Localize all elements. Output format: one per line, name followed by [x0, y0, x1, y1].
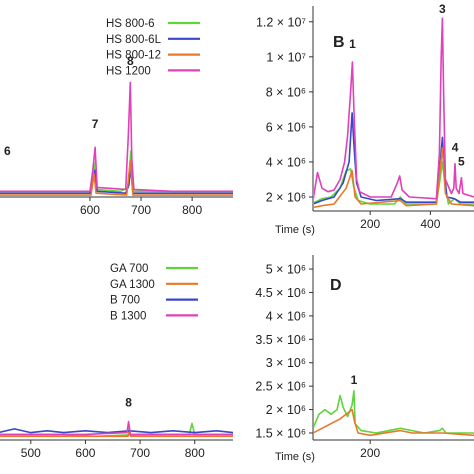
legend-entry-label: HS 1200 — [106, 65, 151, 77]
series-line-hs-800-12 — [0, 159, 233, 196]
series-line-hs-1200 — [314, 17, 474, 200]
legend: GA 700 GA 1300 B 700 B 1300 — [110, 263, 198, 322]
x-tick-label: 700 — [130, 446, 150, 460]
x-tick-label: 800 — [185, 446, 205, 460]
peak-label: 1 — [349, 37, 356, 51]
y-tick-label: 4.5 × 10⁶ — [255, 286, 306, 300]
series-line-hs-800-6 — [0, 150, 233, 193]
y-tick-label: 2 × 10⁶ — [266, 190, 306, 204]
panel-b: 200 400 2 × 10⁶ 4 × 10⁶ 6 × 10⁶ 8 × 10⁶ 1 × 10… — [256, 2, 474, 236]
peak-label: 4 — [452, 140, 459, 154]
peak-label: 6 — [4, 144, 11, 158]
legend-entry-label: HS 800-6 — [106, 18, 155, 30]
legend-entry-label: GA 700 — [110, 263, 148, 275]
y-tick-label: 1.2 × 10⁷ — [256, 15, 307, 29]
x-tick-label: 700 — [131, 203, 151, 217]
series-line-hs-1200 — [0, 81, 233, 193]
peak-label: 1 — [351, 373, 358, 387]
y-tick-label: 3.5 × 10⁶ — [255, 333, 306, 347]
series-line-ga-1300 — [314, 408, 474, 437]
peak-label: 8 — [125, 396, 132, 410]
series-line-b-1300 — [0, 420, 233, 436]
legend-entry-label: GA 1300 — [110, 279, 155, 291]
x-tick-label: 600 — [75, 446, 95, 460]
panel-label: D — [330, 277, 342, 294]
legend-entry-label: B 700 — [110, 295, 140, 307]
series-line-ga-1300 — [0, 428, 233, 438]
y-tick-label: 1 × 10⁷ — [266, 50, 306, 64]
series-line-b-700 — [0, 428, 233, 434]
y-tick-label: 2.5 × 10⁶ — [255, 380, 306, 394]
peak-label: 8 — [127, 54, 134, 68]
x-axis-title: Time (s) — [275, 224, 315, 236]
legend-entry-label: HS 800-12 — [106, 50, 161, 62]
x-axis-title: Time (s) — [275, 451, 315, 463]
peak-label: 5 — [458, 154, 465, 168]
x-tick-label: 500 — [21, 446, 41, 460]
y-tick-label: 1.5 × 10⁶ — [255, 426, 306, 440]
y-tick-label: 4 × 10⁶ — [266, 155, 306, 169]
panel-label: B — [333, 34, 345, 51]
panel-c: 500 600 700 800 8 GA 700 GA 1300 B 700 B 1300 — [0, 263, 233, 460]
legend: HS 800-6 HS 800-6L HS 800-12 HS 1200 — [106, 18, 200, 77]
y-tick-label: 6 × 10⁶ — [266, 120, 306, 134]
series-line-hs-800-12 — [314, 147, 474, 209]
y-tick-label: 5 × 10⁶ — [266, 263, 306, 277]
peak-label: 3 — [439, 2, 446, 16]
x-tick-label: 200 — [360, 217, 380, 231]
series-line-ga-700 — [314, 390, 474, 434]
x-tick-label: 200 — [360, 446, 380, 460]
legend-entry-label: HS 800-6L — [106, 34, 162, 46]
y-tick-label: 2 × 10⁶ — [266, 403, 306, 417]
y-tick-label: 3 × 10⁶ — [266, 356, 306, 370]
peak-label: 7 — [92, 117, 99, 131]
x-tick-label: 400 — [420, 217, 440, 231]
x-tick-label: 800 — [182, 203, 202, 217]
series-line-hs-800-6l — [314, 112, 474, 205]
legend-entry-label: B 1300 — [110, 310, 146, 322]
x-tick-label: 600 — [80, 203, 100, 217]
y-tick-label: 4 × 10⁶ — [266, 309, 306, 323]
panel-d: 200 1.5 × 10⁶ 2 × 10⁶ 2.5 × 10⁶ 3 × 10⁶ 3.5 ×… — [255, 255, 474, 463]
y-tick-label: 8 × 10⁶ — [266, 85, 306, 99]
